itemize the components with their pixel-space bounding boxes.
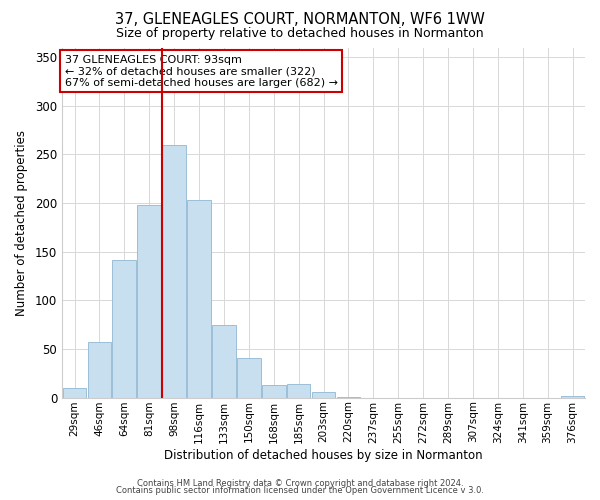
Bar xyxy=(262,385,286,398)
Bar xyxy=(561,396,584,398)
Bar xyxy=(62,388,86,398)
Bar xyxy=(112,260,136,398)
Bar xyxy=(337,396,360,398)
Bar xyxy=(187,200,211,398)
Bar xyxy=(137,205,161,398)
Text: 37, GLENEAGLES COURT, NORMANTON, WF6 1WW: 37, GLENEAGLES COURT, NORMANTON, WF6 1WW xyxy=(115,12,485,28)
Bar xyxy=(287,384,310,398)
X-axis label: Distribution of detached houses by size in Normanton: Distribution of detached houses by size … xyxy=(164,450,483,462)
Y-axis label: Number of detached properties: Number of detached properties xyxy=(15,130,28,316)
Text: Size of property relative to detached houses in Normanton: Size of property relative to detached ho… xyxy=(116,28,484,40)
Text: Contains public sector information licensed under the Open Government Licence v : Contains public sector information licen… xyxy=(116,486,484,495)
Bar xyxy=(237,358,260,398)
Bar xyxy=(311,392,335,398)
Bar xyxy=(162,145,186,398)
Text: Contains HM Land Registry data © Crown copyright and database right 2024.: Contains HM Land Registry data © Crown c… xyxy=(137,478,463,488)
Bar xyxy=(88,342,111,398)
Text: 37 GLENEAGLES COURT: 93sqm
← 32% of detached houses are smaller (322)
67% of sem: 37 GLENEAGLES COURT: 93sqm ← 32% of deta… xyxy=(65,54,338,88)
Bar xyxy=(212,324,236,398)
